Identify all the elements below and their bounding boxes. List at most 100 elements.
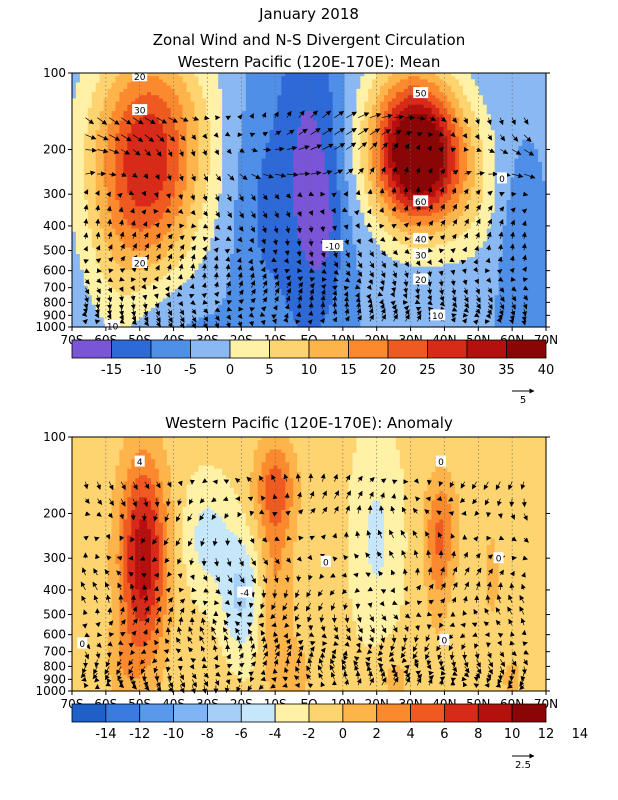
- colorbar-swatch: [71, 339, 112, 359]
- colorbar-label: 14: [572, 727, 589, 742]
- contour-label-bg: [413, 232, 429, 244]
- contour-label-bg: [132, 257, 148, 268]
- y-tick-label: 100: [43, 430, 66, 444]
- colorbar-swatch: [342, 703, 378, 723]
- colorbar-label: -5: [184, 363, 197, 378]
- colorbar-swatch: [105, 703, 141, 723]
- contour-label: 20: [134, 260, 146, 270]
- colorbar-label: -15: [101, 363, 122, 378]
- y-tick-label: 700: [43, 645, 66, 659]
- colorbar-swatch: [466, 339, 507, 359]
- colorbar-label: 10: [301, 363, 318, 378]
- contour-label-bg: [322, 240, 344, 251]
- contour-label-bg: [439, 634, 450, 645]
- y-tick-label: 900: [43, 672, 66, 686]
- anomaly-panel: 4-40000010020030040050060070080090010007…: [35, 430, 558, 711]
- y-tick-label: 1000: [35, 684, 66, 698]
- panel1-title: Zonal Wind and N-S Divergent Circulation: [153, 31, 465, 49]
- colorbar-swatch: [207, 703, 242, 723]
- colorbar-label: -12: [129, 727, 150, 742]
- contour-label-bg: [436, 455, 446, 467]
- contour-label: 0: [499, 175, 505, 185]
- colorbar-swatch: [427, 339, 468, 359]
- anomaly-colorbar: -14 -12 -10 -8 -6 -4 -2 0 2 4 6 8 10 12 14 2.5: [71, 703, 589, 771]
- y-tick-label: 600: [43, 264, 66, 278]
- mean-panel: 20302010-1050604030201001002003004005006…: [35, 66, 558, 347]
- colorbar-swatch: [229, 339, 270, 359]
- colorbar-label: -4: [269, 727, 282, 742]
- colorbar-label: -14: [95, 727, 116, 742]
- colorbar-label: 20: [380, 363, 397, 378]
- contour-label: 0: [442, 637, 448, 647]
- contour-label: 0: [323, 558, 329, 568]
- y-tick-label: 800: [43, 295, 66, 309]
- y-tick-label: 300: [43, 551, 66, 565]
- colorbar-label: 25: [419, 363, 436, 378]
- contour-label: 0: [79, 640, 85, 650]
- contour-label: 50: [415, 90, 427, 100]
- y-tick-label: 300: [43, 187, 66, 201]
- contour-label-bg: [430, 309, 446, 321]
- colorbar-label: 30: [459, 363, 476, 378]
- colorbar-label: 40: [538, 363, 555, 378]
- colorbar-swatch: [173, 703, 208, 723]
- contour-label: 40: [415, 235, 427, 245]
- colorbar-label: -6: [235, 727, 248, 742]
- y-tick-label: 500: [43, 244, 66, 258]
- colorbar-label: 8: [474, 727, 482, 742]
- y-tick-label: 200: [43, 507, 66, 521]
- colorbar-label: 0: [339, 727, 347, 742]
- colorbar-swatch: [506, 339, 547, 359]
- panel2-subtitle: Western Pacific (120E-170E): Anomaly: [165, 414, 453, 432]
- colorbar-swatch: [71, 703, 107, 723]
- colorbar-swatch: [240, 703, 276, 723]
- y-tick-label: 200: [43, 143, 66, 157]
- colorbar-swatch: [511, 703, 547, 723]
- colorbar-swatch: [150, 339, 191, 359]
- colorbar-label: 2: [373, 727, 381, 742]
- contour-label: 30: [415, 251, 427, 261]
- colorbar-swatch: [274, 703, 310, 723]
- contour-label: 20: [134, 73, 146, 83]
- contour-label-bg: [105, 319, 121, 331]
- colorbar-swatch: [269, 339, 310, 359]
- contour-label: 10: [432, 312, 444, 322]
- y-tick-label: 800: [43, 659, 66, 673]
- colorbar-label: -2: [303, 727, 316, 742]
- y-tick-label: 600: [43, 628, 66, 642]
- y-tick-label: 100: [43, 66, 66, 80]
- y-tick-label: 400: [43, 219, 66, 233]
- contour-label-bg: [132, 104, 148, 116]
- mean-colorbar: -15 -10 -5 0 5 10 15 20 25 30 35 40 5: [71, 339, 555, 406]
- circulation-vectors: [80, 473, 529, 694]
- contour-label-bg: [413, 195, 429, 207]
- colorbar-label: 10: [504, 727, 521, 742]
- colorbar-swatch: [348, 339, 389, 359]
- contour-label-bg: [320, 555, 331, 567]
- circulation-vectors: [81, 110, 536, 329]
- contour-label: -4: [240, 589, 249, 599]
- colorbar-label: 15: [340, 363, 357, 378]
- contour-label: 0: [496, 555, 502, 565]
- contour-label: 0: [438, 458, 444, 468]
- contour-label-bg: [237, 586, 253, 598]
- contour-label-bg: [493, 552, 504, 564]
- colorbar-swatch: [444, 703, 479, 723]
- colorbar-label: -10: [140, 363, 161, 378]
- colorbar-swatch: [308, 339, 349, 359]
- colorbar-label: 5: [265, 363, 273, 378]
- colorbar-swatch: [139, 703, 174, 723]
- y-tick-label: 900: [43, 308, 66, 322]
- contour-fill: [72, 73, 547, 328]
- colorbar-label: 4: [406, 727, 414, 742]
- colorbar-swatch: [190, 339, 231, 359]
- colorbar-label: -10: [163, 727, 184, 742]
- colorbar-label: 0: [226, 363, 234, 378]
- colorbar-label: 12: [538, 727, 555, 742]
- colorbar-swatch: [387, 339, 428, 359]
- y-tick-label: 700: [43, 281, 66, 295]
- contour-label-bg: [413, 248, 429, 260]
